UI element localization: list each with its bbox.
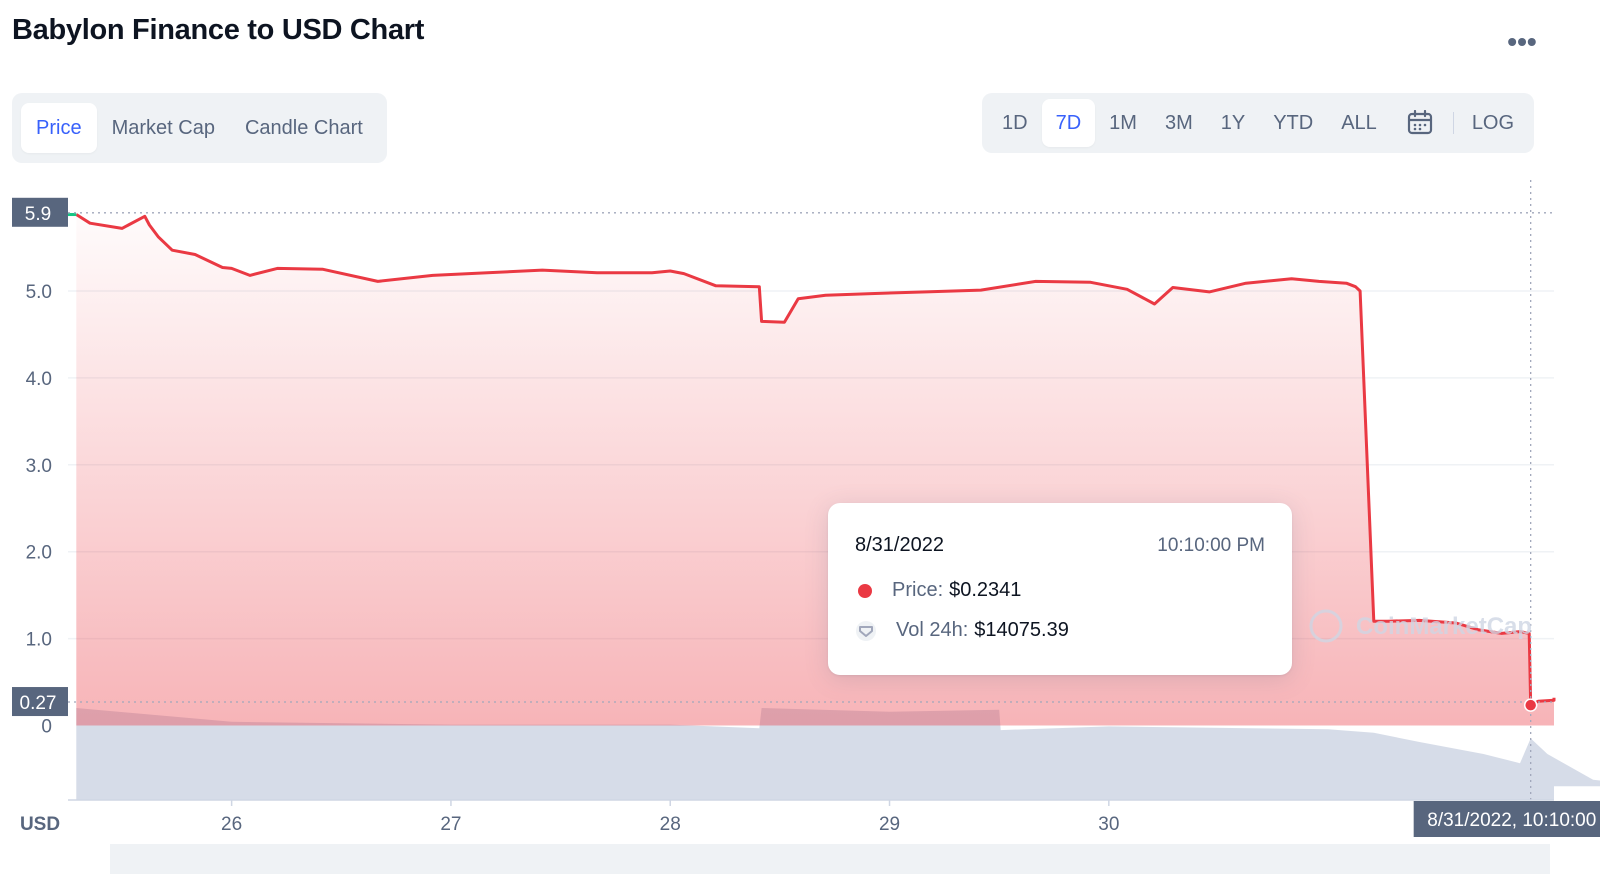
y-axis-unit-label: USD [20, 814, 60, 835]
log-scale-button[interactable]: LOG [1471, 111, 1515, 134]
volume-area [76, 708, 1600, 800]
tooltip-volume-value: $14075.39 [974, 619, 1069, 641]
tooltip-volume-label: Vol 24h: [896, 619, 969, 641]
y-tick-label: 0 [41, 717, 52, 738]
range-1m-button[interactable]: 1M [1109, 111, 1137, 134]
y-tick-label: 3.0 [26, 456, 52, 477]
x-tick-label: 30 [1098, 814, 1119, 835]
tooltip-price-label: Price: [892, 579, 944, 601]
y-tick-label: 4.0 [26, 369, 52, 390]
range-3m-button[interactable]: 3M [1164, 111, 1193, 134]
low-price-badge-bg [12, 687, 68, 717]
watermark-logo-icon [1309, 609, 1343, 643]
price-tooltip: 8/31/2022 10:10:00 PM Price: $0.2341 Vol… [828, 503, 1292, 675]
x-tick-label: 28 [660, 814, 681, 835]
high-price-badge-bg [12, 197, 68, 227]
page-title: Babylon Finance to USD Chart [12, 14, 425, 46]
tooltip-time: 10:10:00 PM [1157, 535, 1265, 556]
more-options-icon[interactable]: ••• [1507, 26, 1537, 57]
range-navigator-strip[interactable] [110, 844, 1550, 874]
range-all-button[interactable]: ALL [1341, 111, 1377, 134]
low-price-badge: 0.27 [20, 693, 57, 714]
tab-price[interactable]: Price [21, 103, 97, 153]
y-tick-label: 1.0 [26, 630, 52, 651]
toolbar-divider [1452, 112, 1454, 134]
tooltip-price-value: $0.2341 [949, 579, 1022, 601]
range-1y-button[interactable]: 1Y [1220, 111, 1246, 134]
tooltip-volume-row: Vol 24h: $14075.39 [855, 619, 1069, 642]
x-tick-label: 26 [221, 814, 242, 835]
tooltip-date: 8/31/2022 [855, 534, 944, 556]
crosshair-dot [1523, 698, 1538, 712]
price-line [75, 213, 1556, 707]
time-range-selector: 1D 7D 1M 3M 1Y YTD ALL LOG [982, 93, 1535, 153]
high-price-badge: 5.9 [25, 204, 51, 225]
tooltip-price-row: Price: $0.2341 [855, 579, 1021, 602]
range-7d-button[interactable]: 7D [1041, 99, 1096, 147]
watermark: CoinMarketCap [1309, 609, 1532, 643]
tab-candle-chart[interactable]: Candle Chart [244, 116, 363, 139]
y-tick-label: 2.0 [26, 543, 52, 564]
x-tick-label: 27 [440, 814, 461, 835]
crosshair-date-badge-bg [1413, 801, 1600, 837]
tab-market-cap[interactable]: Market Cap [111, 116, 215, 139]
y-tick-label: 5.0 [26, 282, 52, 303]
calendar-icon[interactable] [1391, 99, 1449, 147]
x-tick-label: 29 [879, 814, 900, 835]
watermark-text: CoinMarketCap [1356, 613, 1532, 640]
crosshair-date-badge: 8/31/2022, 10:10:00 PM [1427, 810, 1600, 831]
price-dot-icon [858, 583, 872, 598]
range-ytd-button[interactable]: YTD [1273, 111, 1314, 134]
volume-icon [855, 620, 877, 642]
chart-type-tabs: Price Market Cap Candle Chart [12, 93, 387, 163]
range-1d-button[interactable]: 1D [1002, 111, 1028, 134]
